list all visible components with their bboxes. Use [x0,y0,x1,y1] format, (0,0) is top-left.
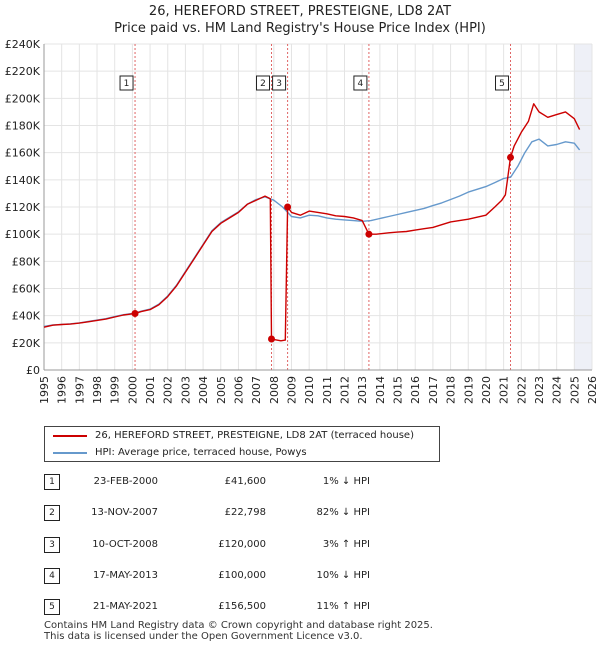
transaction-marker-label: 1 [124,79,130,89]
transaction-marker-label: 4 [358,79,364,89]
y-tick-label: £160K [5,147,41,160]
x-tick-label: 2024 [551,376,564,404]
chart-title-line1: 26, HEREFORD STREET, PRESTEIGNE, LD8 2AT [148,4,452,19]
table-row: 3 10-OCT-2008 £120,000 3% ↑ HPI [44,536,444,554]
transaction-marker-box [119,75,134,91]
x-tick-label: 2016 [409,376,422,404]
transaction-date: 21-MAY-2021 [92,601,158,612]
transaction-price: £41,600 [224,476,266,487]
x-tick-label: 2009 [285,376,298,404]
x-tick-label: 2007 [250,376,263,404]
table-row: 2 13-NOV-2007 £22,798 82% ↓ HPI [44,504,444,522]
transaction-marker-box [353,75,368,91]
legend-swatch-hpi [53,452,87,454]
transaction-hpi-diff: 11% ↑ HPI [316,601,370,612]
transaction-point [365,230,373,238]
transaction-hpi-diff: 3% ↑ HPI [322,539,370,550]
table-row: 1 23-FEB-2000 £41,600 1% ↓ HPI [44,473,444,491]
x-tick-label: 1995 [38,376,51,404]
x-tick-label: 2023 [533,376,546,404]
transaction-badge: 4 [44,568,60,584]
transaction-marker-label: 2 [260,79,266,89]
table-row: 5 21-MAY-2021 £156,500 11% ↑ HPI [44,598,444,616]
y-tick-label: £20K [12,337,41,350]
transaction-price: £22,798 [224,507,266,518]
legend-swatch-price [53,435,87,437]
transaction-hpi-diff: 82% ↓ HPI [316,507,370,518]
transaction-badge: 5 [44,599,60,615]
x-tick-label: 2006 [232,376,245,404]
price-chart: £0 £20K £40K £60K £80K £100K £120K £140K £160K £1… [5,38,599,404]
transaction-price: £156,500 [218,601,266,612]
x-tick-label: 2004 [197,376,210,404]
x-tick-label: 2000 [126,376,139,404]
x-tick-label: 2005 [215,376,228,404]
footer: Contains HM Land Registry data © Crown c… [44,620,433,642]
x-tick-label: 2010 [303,376,316,404]
y-tick-label: £40K [12,310,41,323]
x-tick-label: 2021 [498,376,511,404]
x-tick-label: 2026 [586,376,599,404]
transaction-marker-box [256,75,271,91]
y-tick-label: £240K [5,38,41,51]
y-tick-label: £60K [12,283,41,296]
x-tick-label: 2002 [162,376,175,404]
transaction-point [284,203,292,211]
legend-label-price: 26, HEREFORD STREET, PRESTEIGNE, LD8 2AT… [95,430,414,441]
transaction-hpi-diff: 1% ↓ HPI [322,476,370,487]
y-tick-label: £140K [5,174,41,187]
x-tick-label: 2022 [515,376,528,404]
x-tick-label: 2020 [480,376,493,404]
transaction-marker-box [495,75,510,91]
transaction-badge: 1 [44,474,60,490]
y-tick-label: £0 [26,364,40,377]
transaction-badge: 3 [44,537,60,553]
transaction-badge: 2 [44,505,60,521]
transaction-point [268,335,276,343]
table-row: 4 17-MAY-2013 £100,000 10% ↓ HPI [44,567,444,585]
hpi-series-line [43,138,581,328]
footer-license: This data is licensed under the Open Gov… [44,631,363,642]
x-tick-label: 2018 [445,376,458,404]
transaction-point [507,153,515,161]
x-tick-label: 2019 [462,376,475,404]
transaction-hpi-diff: 10% ↓ HPI [316,570,370,581]
chart-title-line2: Price paid vs. HM Land Registry's House … [114,21,486,36]
x-tick-label: 2011 [321,376,334,404]
y-tick-label: £220K [5,65,41,78]
x-tick-label: 2013 [356,376,369,404]
x-tick-label: 1998 [91,376,104,404]
x-tick-label: 1999 [109,376,122,404]
y-tick-label: £100K [5,228,41,241]
x-tick-label: 2001 [144,376,157,404]
transaction-marker-label: 5 [499,79,505,89]
transaction-price: £100,000 [218,570,266,581]
y-tick-label: £120K [5,201,41,214]
x-tick-label: 2012 [339,376,352,404]
transaction-marker-box [272,75,287,91]
x-tick-label: 1996 [56,376,69,404]
transaction-date: 23-FEB-2000 [93,476,158,487]
x-tick-label: 2017 [427,376,440,404]
transaction-marker-label: 3 [276,79,282,89]
x-tick-label: 2008 [268,376,281,404]
price-series-line [43,103,581,342]
x-tick-label: 2015 [392,376,405,404]
transaction-date: 17-MAY-2013 [92,570,158,581]
transaction-date: 10-OCT-2008 [92,539,158,550]
legend-label-hpi: HPI: Average price, terraced house, Powy… [95,447,307,458]
y-tick-label: £200K [5,92,41,105]
x-tick-label: 1997 [73,376,86,404]
y-tick-label: £180K [5,120,41,133]
x-tick-label: 2014 [374,376,387,404]
footer-copyright: Contains HM Land Registry data © Crown c… [44,620,433,631]
y-tick-label: £80K [12,255,41,268]
transaction-date: 13-NOV-2007 [91,507,158,518]
chart-legend: 26, HEREFORD STREET, PRESTEIGNE, LD8 2AT… [44,426,440,462]
transaction-point [131,309,139,317]
x-tick-label: 2025 [568,376,581,404]
x-tick-label: 2003 [179,376,192,404]
transaction-price: £120,000 [218,539,266,550]
